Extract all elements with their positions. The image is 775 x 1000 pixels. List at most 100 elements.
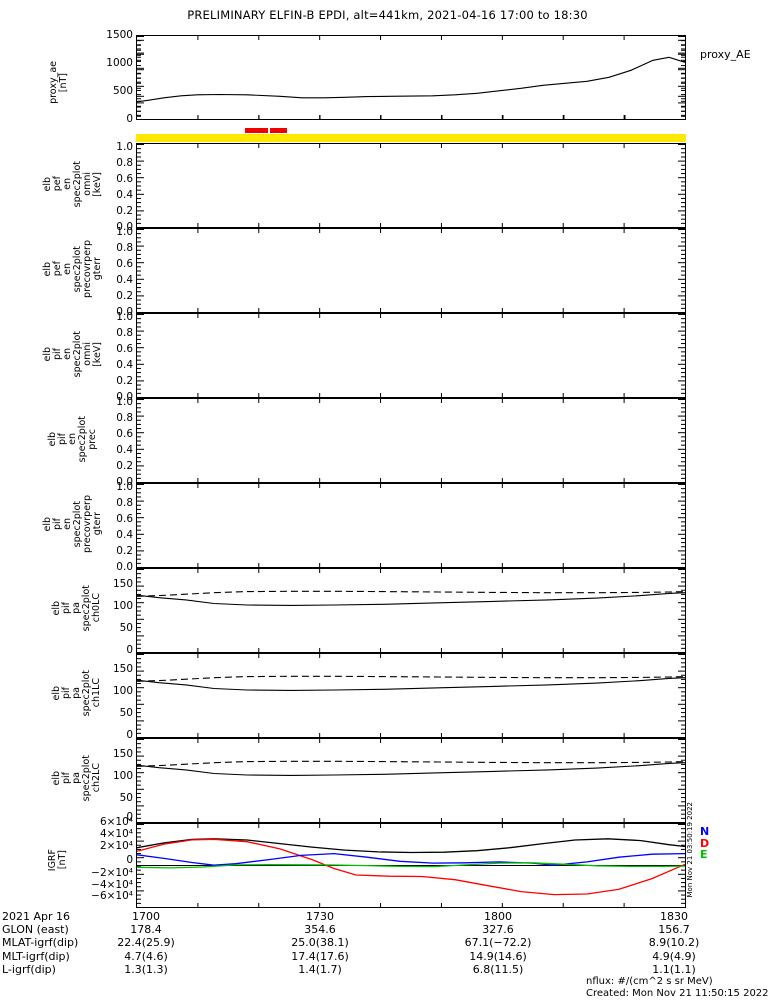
annot-date-1700: 1700 (132, 910, 160, 923)
panel-plot-pif-en-precovrperp (136, 483, 686, 568)
panel1-ytick-0: 1.0 (116, 226, 133, 238)
ch1lc-dashed-trace (137, 675, 685, 682)
panel7-ytick-0: 0 (126, 811, 133, 823)
panel5-ytick-100: 100 (112, 600, 133, 612)
annot-label-l: L-igrf(dip) (2, 962, 56, 976)
annot-date-1730: 1730 (306, 910, 334, 923)
panel4-ytick-2: 0.6 (116, 513, 133, 525)
annot-l-0: 1.3(1.3) (124, 962, 168, 976)
proxy-ae-right-label: proxy_AE (700, 48, 751, 61)
ch1lc-solid-trace (137, 677, 685, 691)
annot-row-mlt: MLT-igrf(dip) 4.7(4.6) 17.4(17.6) 14.9(1… (2, 950, 773, 963)
annot-mlt-2: 14.9(14.6) (469, 949, 527, 963)
panel5-ytick-0: 0 (126, 644, 133, 656)
annot-mlat-1: 25.0(38.1) (291, 936, 349, 950)
annot-l-2: 6.8(11.5) (472, 962, 524, 976)
panel2-ytick-5: 0.0 (116, 391, 133, 403)
ch0lc-solid-trace (137, 592, 685, 606)
panel-axis-svg (137, 314, 685, 397)
igrf-ytick-p6: 6×10⁴ (99, 816, 133, 828)
panel4-ytick-4: 0.2 (116, 545, 133, 557)
panel1-ytick-5: 0.0 (116, 306, 133, 318)
panel-plot-pef-en-omni (136, 143, 686, 228)
axis-tick-group (137, 144, 685, 227)
panel7-ytick-150: 150 (112, 748, 133, 760)
panel4-ytick-3: 0.4 (116, 529, 133, 541)
panel2-ytick-2: 0.6 (116, 343, 133, 355)
ch0lc-dashed-trace (137, 590, 685, 597)
proxy-ae-ytick-500: 500 (112, 85, 133, 97)
annot-mlt-1: 17.4(17.6) (291, 949, 349, 963)
panel1-ytick-1: 0.8 (116, 242, 133, 254)
proxy-ae-ytick-1000: 1000 (106, 57, 133, 69)
panel2-ytick-4: 0.2 (116, 375, 133, 387)
panel7-ytick-100: 100 (112, 770, 133, 782)
igrf-svg (137, 824, 685, 907)
panel0-ytick-1: 0.8 (116, 157, 133, 169)
annot-glon-0: 178.4 (130, 923, 162, 937)
annot-mlat-3: 8.9(10.2) (648, 936, 700, 950)
proxy-ae-ticks-right (678, 39, 685, 117)
annot-mlt-0: 4.7(4.6) (124, 949, 168, 963)
annot-glon-3: 156.7 (658, 923, 690, 937)
panel-axis-svg (137, 229, 685, 312)
axis-tick-group (137, 654, 685, 737)
panel-plot-pef-en-precovrperp (136, 228, 686, 313)
axis-tick-group (137, 824, 685, 907)
proxy-ae-plot (136, 35, 686, 120)
panel-axis-svg (137, 399, 685, 482)
annot-label-mlat: MLAT-igrf(dip) (2, 936, 79, 950)
panel7-svg (137, 739, 685, 822)
annot-date-1830: 1830 (660, 910, 688, 923)
proxy-ae-ticks-left (137, 39, 144, 117)
proxy-ae-ticks-bottom (197, 115, 626, 119)
panel0-ytick-5: 0.0 (116, 221, 133, 233)
footer-notes: nflux: #/(cm^2 s sr MeV) Created: Mon No… (586, 976, 769, 999)
created-timestamp-rotated: Mon Nov 21 03:50:19 2022 (686, 802, 700, 914)
panel6-svg (137, 654, 685, 737)
igrf-ytick-m6: −6×10⁴ (91, 890, 133, 902)
panel-plot-pif-en-prec (136, 398, 686, 483)
panel0-ytick-0: 1.0 (116, 141, 133, 153)
panel-plot-pif-pa-ch1lc (136, 653, 686, 738)
panel5-ytick-50: 50 (119, 622, 133, 634)
panel6-ytick-50: 50 (119, 707, 133, 719)
panel-plot-pif-pa-ch2lc (136, 738, 686, 823)
panel5-svg (137, 569, 685, 652)
igrf-ytick-p4: 4×10⁴ (99, 828, 133, 840)
annot-l-1: 1.4(1.7) (298, 962, 342, 976)
axis-tick-group (137, 399, 685, 482)
panel-plot-pif-en-omni (136, 313, 686, 398)
panel0-ytick-4: 0.2 (116, 205, 133, 217)
panel4-ytick-0: 1.0 (116, 481, 133, 493)
panel1-ytick-4: 0.2 (116, 290, 133, 302)
axis-tick-group (137, 484, 685, 567)
ch2lc-solid-trace (137, 762, 685, 776)
igrf-ytick-0: 0 (126, 854, 133, 866)
legend-item-E: E (700, 848, 708, 861)
panel2-ytick-1: 0.8 (116, 327, 133, 339)
legend-item-N: N (700, 825, 710, 838)
panel6-ytick-0: 0 (126, 729, 133, 741)
panel3-ytick-4: 0.2 (116, 460, 133, 472)
igrf-ytick-p2: 2×10⁴ (99, 840, 133, 852)
panel3-ytick-3: 0.4 (116, 444, 133, 456)
igrf-D-trace (137, 838, 685, 896)
igrf-legend: N D E (700, 826, 709, 861)
panel4-ytick-5: 0.0 (116, 561, 133, 573)
page-title: PRELIMINARY ELFIN-B EPDI, alt=441km, 202… (187, 8, 588, 22)
panel3-ytick-5: 0.0 (116, 476, 133, 488)
panel2-ytick-3: 0.4 (116, 359, 133, 371)
annot-date-1800: 1800 (484, 910, 512, 923)
igrf-total-trace (137, 838, 685, 854)
panel-plot-pif-pa-ch0lc (136, 568, 686, 653)
panel1-ytick-2: 0.6 (116, 258, 133, 270)
proxy-ae-svg (137, 36, 685, 119)
panel7-ytick-50: 50 (119, 792, 133, 804)
panel-axis-svg (137, 484, 685, 567)
igrf-E-trace (137, 862, 685, 869)
panel3-ytick-0: 1.0 (116, 396, 133, 408)
proxy-ae-trace (137, 56, 685, 103)
igrf-ytick-m2: −2×10⁴ (91, 867, 133, 879)
igrf-label-line-1: [nT] (57, 850, 68, 870)
